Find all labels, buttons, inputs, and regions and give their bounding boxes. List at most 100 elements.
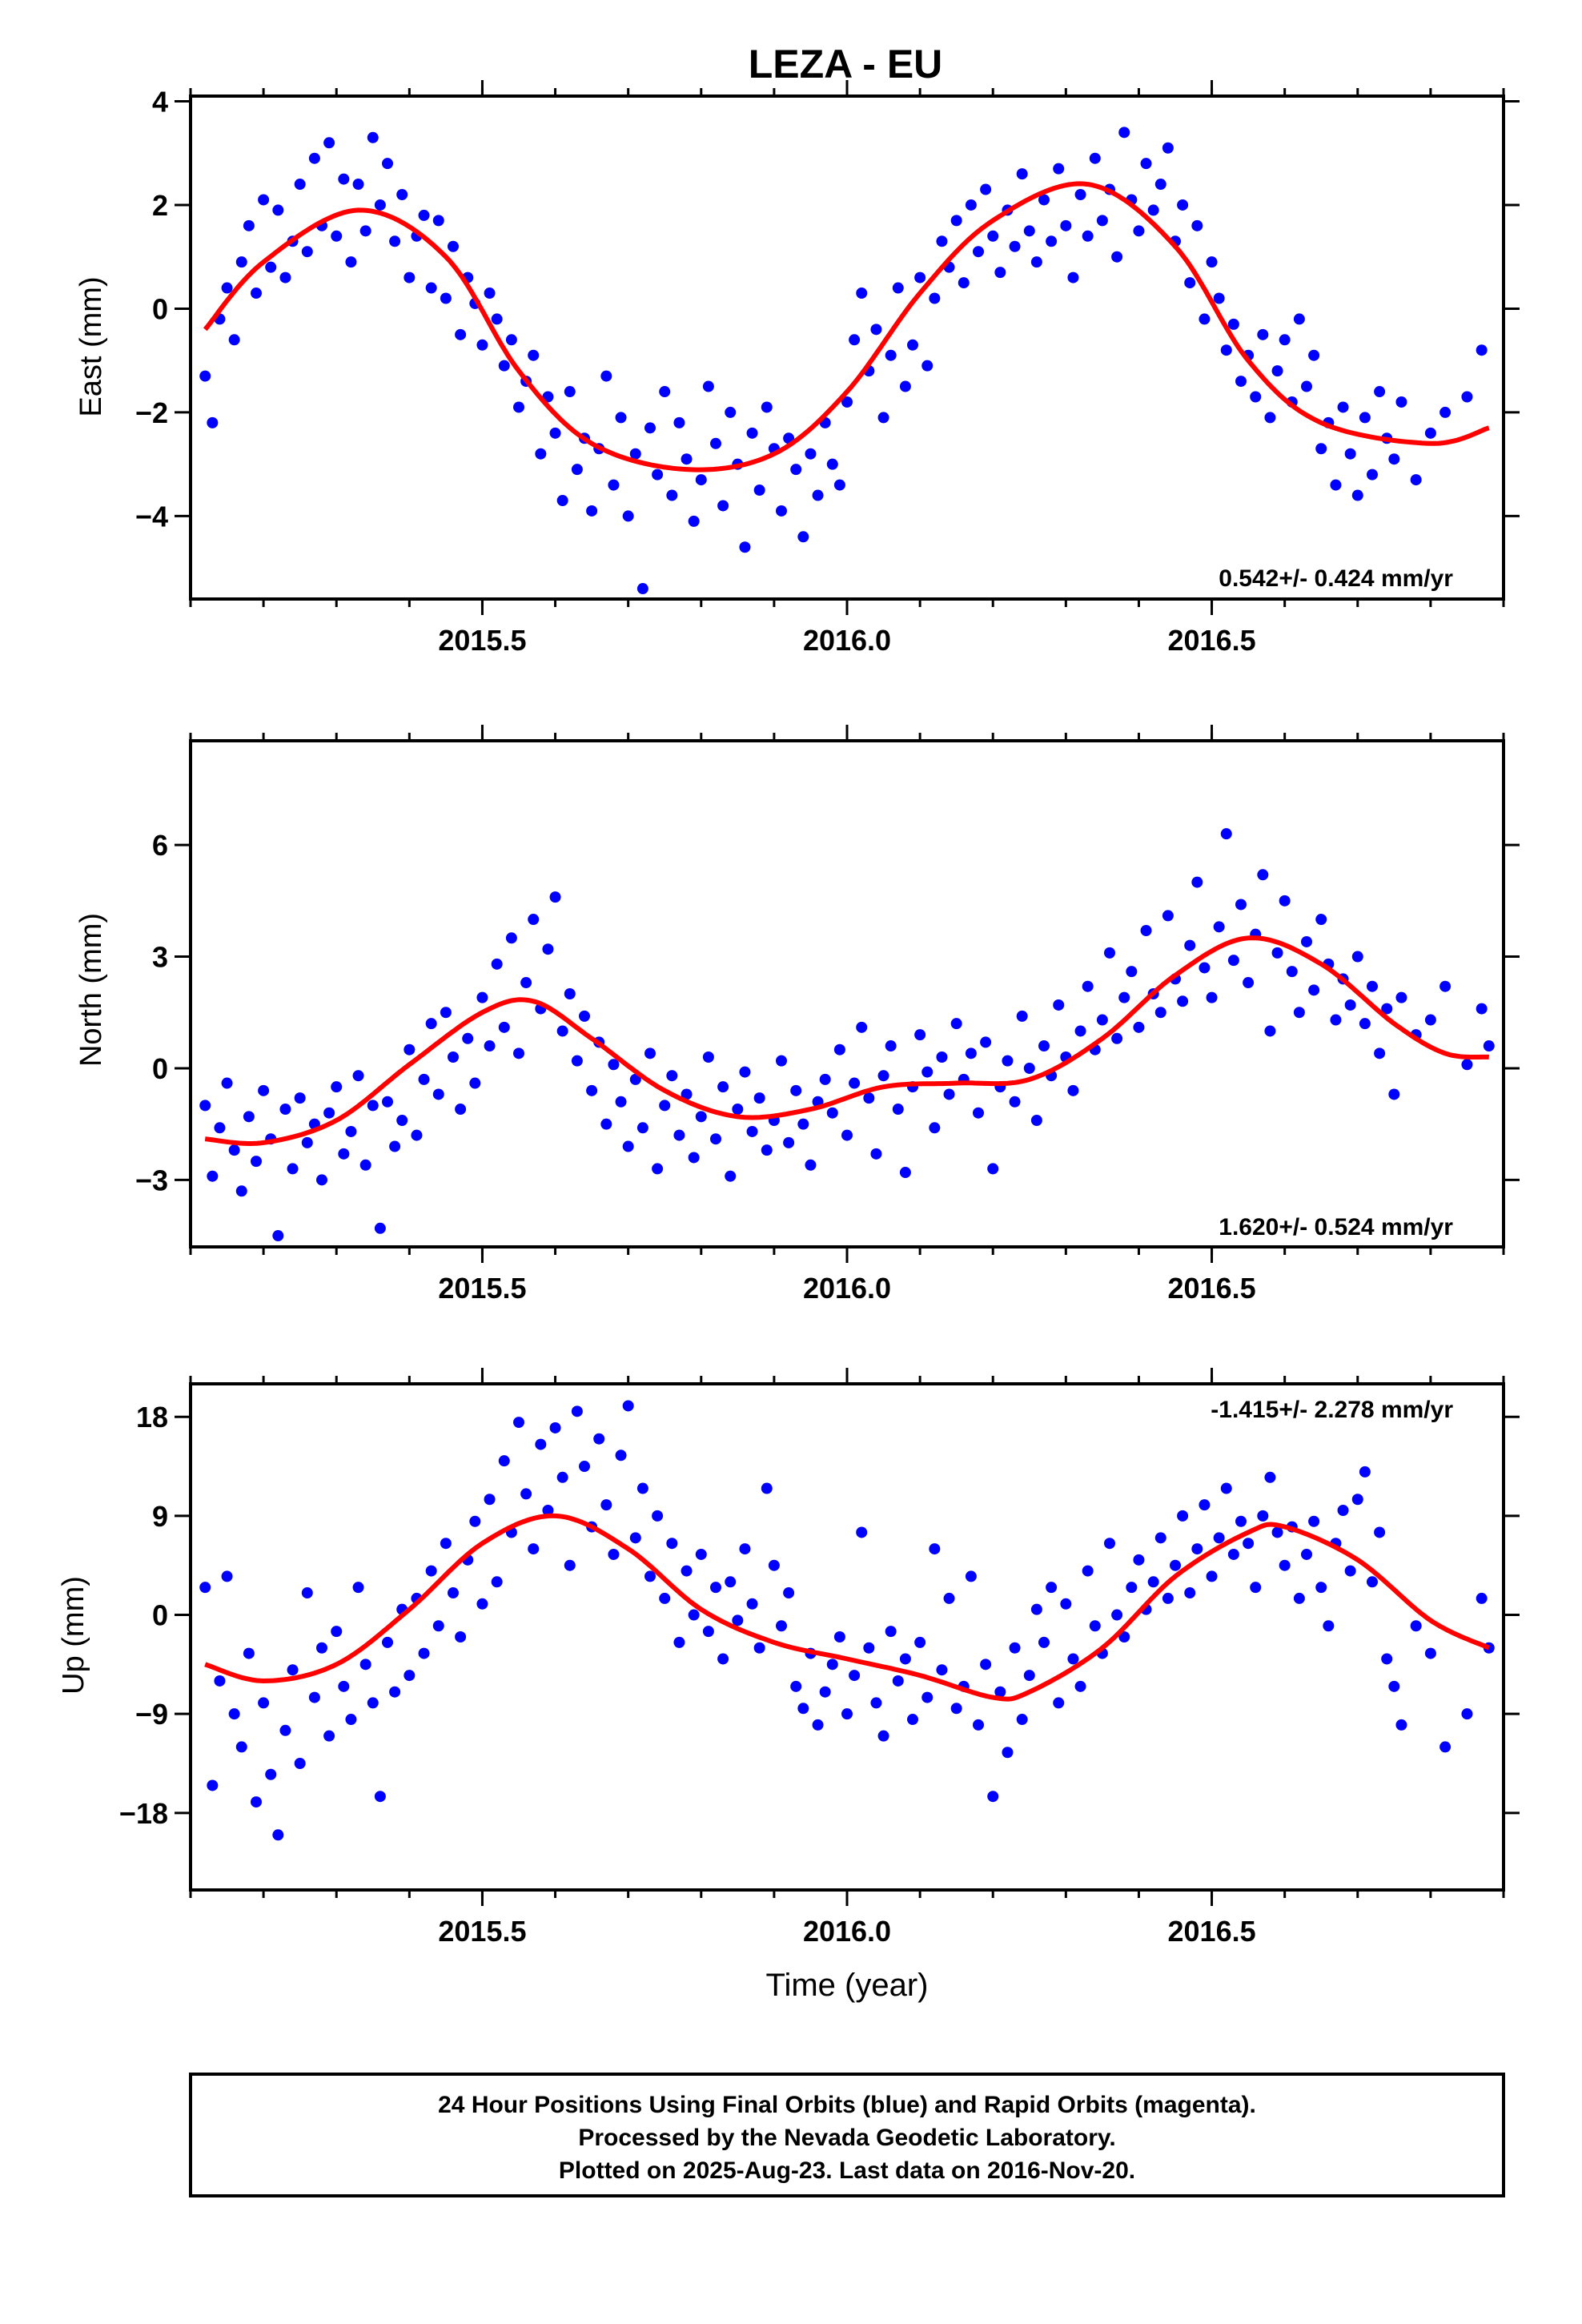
east-data-point <box>681 453 693 465</box>
north-data-point <box>929 1122 941 1134</box>
north-data-point <box>739 1066 751 1078</box>
north-data-point <box>1388 1088 1400 1100</box>
north-data-point <box>659 1100 671 1112</box>
up-data-point <box>1082 1565 1094 1577</box>
north-y-tick-label: 3 <box>152 941 168 974</box>
north-data-point <box>520 977 532 989</box>
north-data-point <box>1038 1040 1050 1052</box>
east-data-point <box>980 183 992 195</box>
east-data-point <box>374 199 386 211</box>
east-x-tick-label: 2016.0 <box>803 624 891 657</box>
north-data-point <box>1243 977 1255 989</box>
north-data-point <box>943 1088 955 1100</box>
up-data-point <box>644 1570 656 1582</box>
up-data-point <box>404 1670 416 1682</box>
north-data-point <box>404 1043 416 1055</box>
east-data-point <box>1337 401 1349 413</box>
north-data-point <box>425 1018 437 1030</box>
up-data-point <box>491 1576 503 1588</box>
east-data-point <box>666 489 678 501</box>
north-data-point <box>1023 1062 1035 1074</box>
up-data-point <box>776 1620 787 1632</box>
up-data-point <box>564 1559 576 1571</box>
up-data-point <box>1023 1670 1035 1682</box>
north-data-point <box>243 1111 255 1123</box>
footer-line-1: 24 Hour Positions Using Final Orbits (bl… <box>438 2092 1256 2118</box>
east-data-point <box>1410 474 1422 486</box>
up-rate-label: -1.415+/- 2.278 mm/yr <box>1211 1397 1453 1423</box>
north-data-point <box>1199 962 1211 974</box>
north-data-point <box>1053 999 1065 1011</box>
east-y-tick-label: 0 <box>152 292 168 325</box>
up-data-point <box>199 1582 211 1594</box>
north-data-point <box>892 1104 904 1116</box>
north-data-point <box>214 1122 226 1134</box>
up-data-point <box>279 1724 291 1736</box>
north-data-point <box>710 1133 721 1145</box>
up-data-point <box>950 1703 962 1715</box>
up-data-point <box>600 1499 612 1511</box>
north-data-point <box>287 1163 299 1175</box>
north-data-point <box>1074 1025 1086 1037</box>
east-data-point <box>404 271 416 283</box>
north-x-tick-label: 2016.0 <box>803 1272 891 1305</box>
east-data-point <box>367 131 379 143</box>
up-data-point <box>1344 1565 1356 1577</box>
up-data-point <box>1337 1505 1349 1516</box>
east-data-point <box>826 458 838 470</box>
north-y-tick-label: 0 <box>152 1052 168 1085</box>
up-data-point <box>892 1675 904 1687</box>
east-data-point <box>987 230 999 242</box>
east-data-point <box>1279 334 1291 346</box>
up-data-point <box>228 1708 240 1720</box>
east-data-point <box>1046 235 1058 247</box>
north-data-point <box>885 1040 897 1052</box>
north-data-point <box>833 1043 845 1055</box>
up-data-point <box>973 1719 984 1731</box>
north-data-point <box>1301 935 1312 947</box>
north-data-point <box>382 1096 393 1108</box>
east-data-point <box>228 334 240 346</box>
north-data-point <box>1002 1055 1014 1067</box>
up-data-point <box>856 1526 868 1538</box>
up-data-point <box>425 1565 437 1577</box>
north-data-point <box>600 1118 612 1130</box>
east-data-point <box>389 235 401 247</box>
east-data-point <box>1184 277 1196 289</box>
north-data-point <box>389 1140 401 1152</box>
north-data-point <box>1118 991 1130 1003</box>
north-data-point <box>702 1051 714 1063</box>
up-data-point <box>549 1421 561 1433</box>
north-data-point <box>294 1092 306 1104</box>
up-data-point <box>484 1494 496 1506</box>
up-data-point <box>1009 1642 1021 1654</box>
up-data-point <box>870 1697 882 1709</box>
north-data-point <box>251 1156 262 1168</box>
east-data-point <box>994 267 1006 279</box>
up-data-point <box>440 1538 452 1550</box>
north-data-point <box>652 1163 664 1175</box>
up-data-point <box>812 1719 824 1731</box>
east-data-point <box>1060 219 1072 231</box>
north-data-point <box>1104 947 1115 959</box>
north-data-point <box>1030 1115 1042 1126</box>
up-data-point <box>783 1587 795 1599</box>
east-data-point <box>1162 142 1174 154</box>
up-data-point <box>1016 1714 1028 1726</box>
north-data-point <box>987 1163 999 1175</box>
north-data-point <box>484 1040 496 1052</box>
east-data-point <box>279 271 291 283</box>
up-data-point <box>389 1686 401 1698</box>
east-ticks: 2015.5 2016.0 2016.5 −4 −2 0 2 4 <box>135 80 1520 657</box>
up-data-point <box>753 1642 765 1654</box>
east-data-point <box>586 505 598 517</box>
north-data-point <box>571 1055 583 1067</box>
north-data-point <box>1140 925 1152 936</box>
up-data-point <box>1184 1587 1196 1599</box>
east-data-point <box>440 292 452 304</box>
east-data-point <box>841 396 853 408</box>
east-data-point <box>608 479 620 491</box>
up-data-point <box>863 1642 875 1654</box>
up-y-tick-label: 9 <box>152 1500 168 1533</box>
east-data-point <box>856 287 868 300</box>
